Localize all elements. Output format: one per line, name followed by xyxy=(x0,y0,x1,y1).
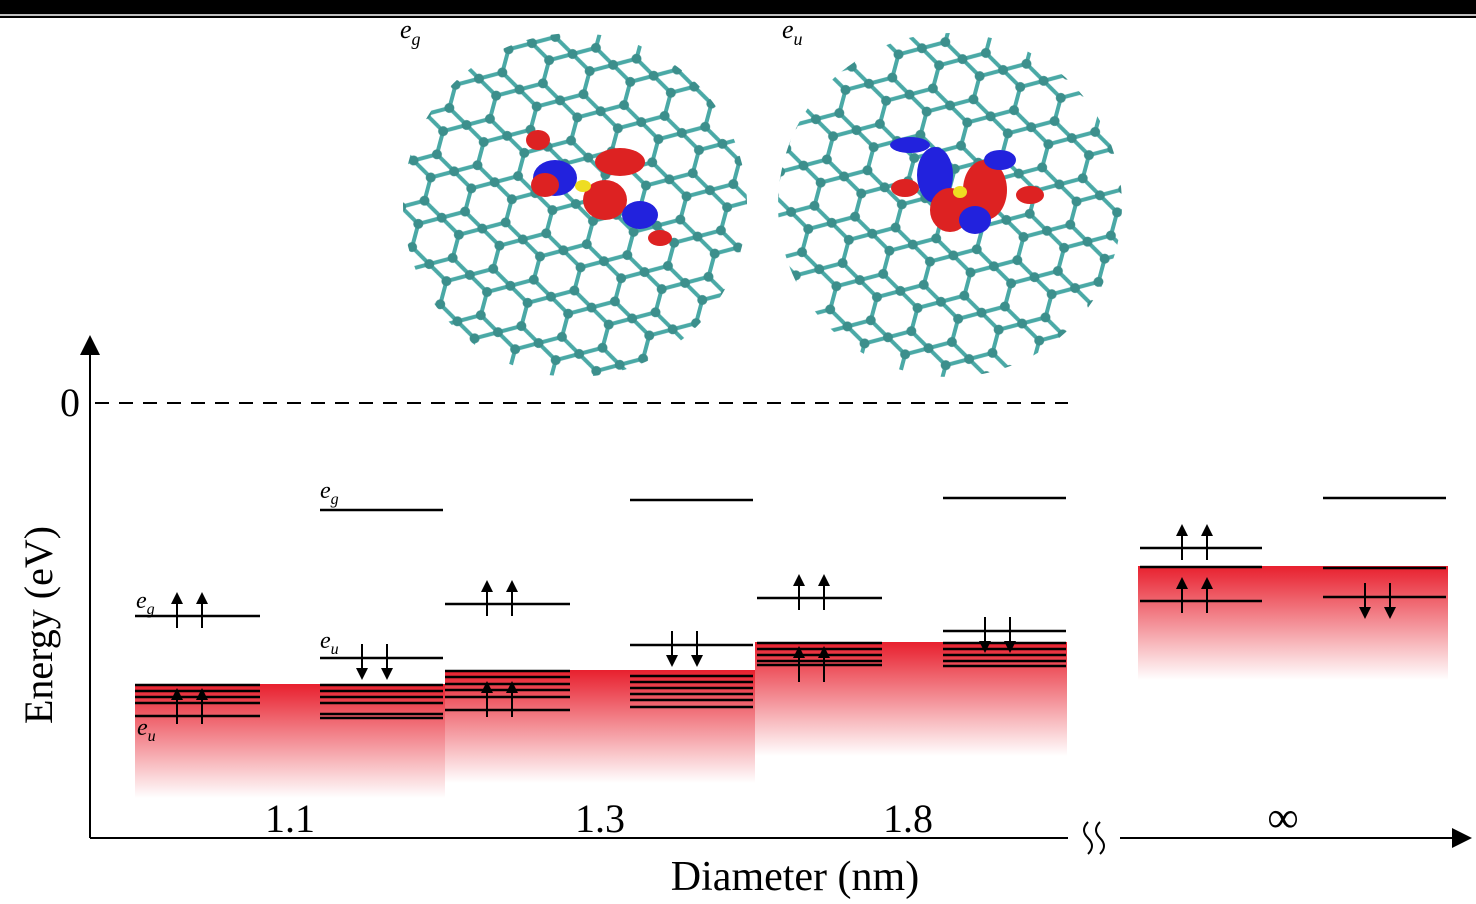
axis-break xyxy=(1084,822,1104,854)
spin-arrow-head xyxy=(196,592,208,604)
orbital-label: eu xyxy=(782,15,803,49)
orbital-label: eg xyxy=(136,588,155,618)
y-axis-label: Energy (eV) xyxy=(16,526,61,724)
spin-arrow-head xyxy=(506,580,518,592)
figure: eg eu 0 Energy (eV) Diameter (nm) 1.1 1.… xyxy=(0,0,1476,904)
spin-arrow-head xyxy=(818,574,830,586)
diameter-label: 1.8 xyxy=(883,796,933,841)
spin-arrow-head xyxy=(171,592,183,604)
orbital-label: eg xyxy=(320,478,339,508)
spin-arrow-head xyxy=(381,668,393,680)
spin-arrow-head xyxy=(356,668,368,680)
orbital-label: eg xyxy=(400,15,421,49)
orbital-label: eu xyxy=(320,628,339,658)
spin-arrow-head xyxy=(793,574,805,586)
diameter-label: 1.3 xyxy=(575,796,625,841)
spin-arrow-head xyxy=(666,655,678,667)
spin-arrow-head xyxy=(1201,524,1213,536)
valence-band xyxy=(135,684,445,798)
molecule-eu xyxy=(778,33,1122,377)
spin-arrow-head xyxy=(481,580,493,592)
spin-arrow-head xyxy=(1176,524,1188,536)
diameter-label: 1.1 xyxy=(265,796,315,841)
diameter-label: ∞ xyxy=(1267,793,1298,842)
valence-band xyxy=(755,642,1067,756)
spin-arrow-head xyxy=(691,655,703,667)
zero-label: 0 xyxy=(60,380,80,425)
molecule-eg xyxy=(403,33,747,377)
x-axis-label: Diameter (nm) xyxy=(671,854,919,900)
